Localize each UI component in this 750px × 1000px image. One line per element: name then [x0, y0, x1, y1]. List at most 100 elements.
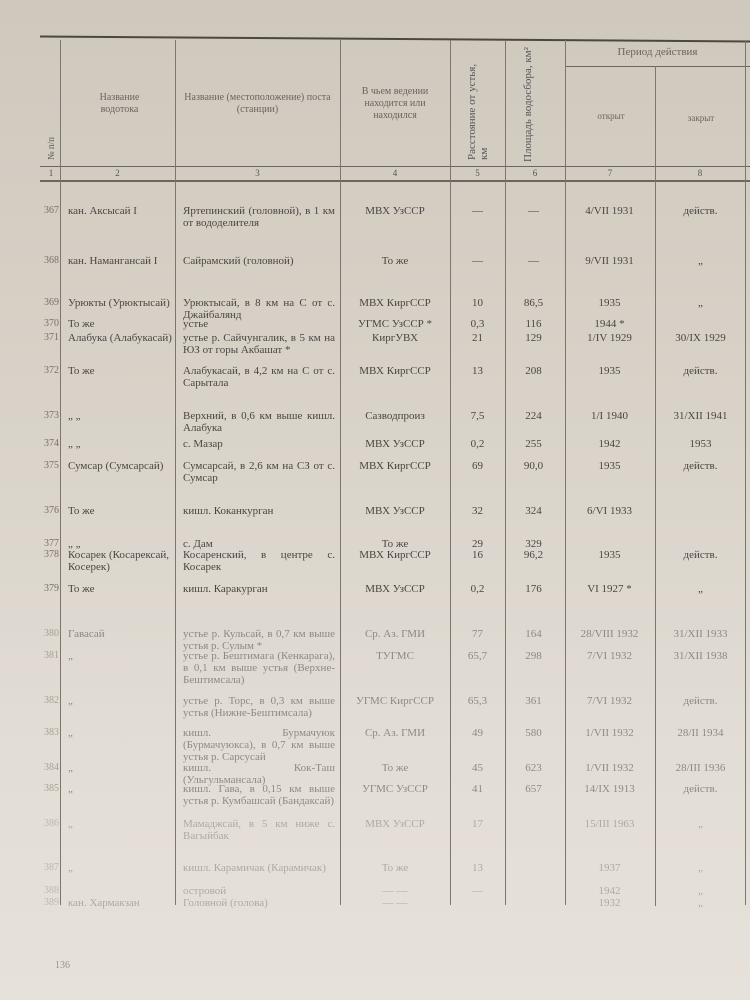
cell-area: 580	[525, 727, 542, 739]
cell-post: устье	[183, 318, 209, 330]
col-rule	[60, 40, 61, 905]
cell-opened: 1942	[598, 885, 621, 897]
cell-closed: 31/XII 1938	[673, 650, 728, 662]
cell-n: 379	[44, 583, 59, 594]
cell-dist: 10	[472, 297, 483, 309]
cell-river: „ „	[68, 410, 81, 422]
cell-org: МВХ КиргССР	[359, 460, 431, 472]
cell-n: 387	[44, 862, 59, 873]
cell-closed: „	[698, 297, 703, 309]
cell-area: 116	[525, 318, 542, 330]
cell-dist: 21	[472, 332, 483, 344]
cell-org: МВХ КиргССР	[359, 297, 431, 309]
header-distance-text: Расстояние от устья, км	[466, 63, 490, 160]
cell-opened: 1942	[598, 438, 621, 450]
cell-post: Верхний, в 0,6 км выше кишл. Алабука	[183, 410, 335, 434]
cell-closed: 31/XII 1933	[673, 628, 728, 640]
cell-opened: 14/IX 1913	[584, 783, 635, 795]
cell-area: —	[528, 205, 539, 217]
cell-dist: 77	[472, 628, 483, 640]
cell-opened: 1/VII 1932	[585, 762, 634, 774]
header-number: № п/п	[46, 137, 56, 160]
cell-river: „	[68, 650, 73, 662]
cell-opened: 6/VI 1933	[587, 505, 632, 517]
cell-area: 255	[525, 438, 542, 450]
cell-dist: —	[472, 205, 483, 217]
cell-n: 377	[44, 538, 59, 549]
cell-dist: 0,3	[470, 318, 485, 330]
cell-post: островой	[183, 885, 227, 897]
table-top-rule	[40, 35, 750, 43]
cell-org: — —	[382, 885, 408, 897]
cell-area: 329	[525, 538, 542, 550]
cell-river: Урюкты (Урюктысай)	[68, 297, 170, 309]
cell-dist: 16	[472, 549, 483, 561]
cell-area: 623	[525, 762, 542, 774]
cell-closed: действ.	[683, 549, 718, 561]
cell-closed: действ.	[683, 460, 718, 472]
cell-closed: „	[698, 897, 703, 909]
cell-org: УГМС УзССР	[362, 783, 428, 795]
col-rule	[745, 40, 746, 905]
cell-org: Сазводпроиз	[365, 410, 425, 422]
page-number: 136	[55, 960, 70, 971]
cell-opened: 7/VI 1932	[587, 650, 632, 662]
column-number: 7	[607, 168, 613, 178]
cell-river: Сумсар (Сумсарсай)	[68, 460, 164, 472]
cell-opened: 1932	[598, 897, 621, 909]
cell-closed: „	[698, 862, 703, 874]
cell-dist: 7,5	[470, 410, 485, 422]
cell-org: МВХ КиргССР	[359, 549, 431, 561]
cell-opened: VI 1927 *	[587, 583, 632, 595]
cell-post: устье р. Торс, в 0,3 км выше устья (Нижн…	[183, 695, 335, 719]
cell-area: 164	[525, 628, 542, 640]
cell-post: Мамаджсай, в 5 км ниже с. Вагыйбак	[183, 818, 335, 842]
cell-river: кан. Намангансай I	[68, 255, 158, 267]
column-number: 4	[392, 168, 398, 178]
cell-org: То же	[381, 255, 409, 267]
header-opened: открыт	[597, 111, 625, 121]
cell-opened: 1935	[598, 460, 621, 472]
cell-n: 382	[44, 695, 59, 706]
col-rule	[505, 40, 506, 905]
cell-n: 374	[44, 438, 59, 449]
cell-org: Ср. Аз. ГМИ	[364, 628, 426, 640]
cell-n: 383	[44, 727, 59, 738]
cell-opened: 15/III 1963	[584, 818, 635, 830]
cell-post: кишл. Кок-Таш (Ульгульмансала)	[183, 762, 335, 786]
cell-river: Косарек (Косарексай, Косерек)	[68, 549, 170, 573]
cell-area: —	[528, 255, 539, 267]
cell-area: 86,5	[523, 297, 544, 309]
cell-post: устье р. Кульсай, в 0,7 км выше устья р.…	[183, 628, 335, 652]
cell-org: УГМС УзССР *	[357, 318, 433, 330]
cell-post: устье р. Сайчунгалик, в 5 км на ЮЗ от го…	[183, 332, 335, 356]
cell-dist: 13	[472, 862, 483, 874]
column-number: 6	[532, 168, 538, 178]
cell-closed: „	[698, 583, 703, 595]
period-rule	[565, 66, 750, 67]
header-area: Площадь водосбора, км²	[522, 47, 534, 162]
cell-river: „	[68, 783, 73, 795]
cell-dist: —	[472, 255, 483, 267]
cell-dist: 69	[472, 460, 483, 472]
cell-opened: 4/VII 1931	[585, 205, 634, 217]
cell-closed: 1953	[689, 438, 712, 450]
cell-dist: 65,7	[467, 650, 488, 662]
cell-area: 361	[525, 695, 542, 707]
header-organization: В чьем ведении находится или находился	[361, 86, 429, 121]
cell-dist: 32	[472, 505, 483, 517]
cell-org: То же	[381, 538, 409, 550]
cell-closed: „	[698, 818, 703, 830]
cell-post: кишл. Коканкурган	[183, 505, 274, 517]
cell-n: 369	[44, 297, 59, 308]
cell-river: кан. Хармакзан	[68, 897, 140, 909]
cell-post: Сумсарсай, в 2,6 км на СЗ от с. Сумсар	[183, 460, 335, 484]
cell-closed: действ.	[683, 695, 718, 707]
cell-opened: 1/VII 1932	[585, 727, 634, 739]
header-closed: закрыт	[687, 113, 715, 123]
cell-org: То же	[381, 762, 409, 774]
cell-dist: 49	[472, 727, 483, 739]
cell-dist: 41	[472, 783, 483, 795]
cell-opened: 1935	[598, 549, 621, 561]
cell-post: Головной (голова)	[183, 897, 268, 909]
